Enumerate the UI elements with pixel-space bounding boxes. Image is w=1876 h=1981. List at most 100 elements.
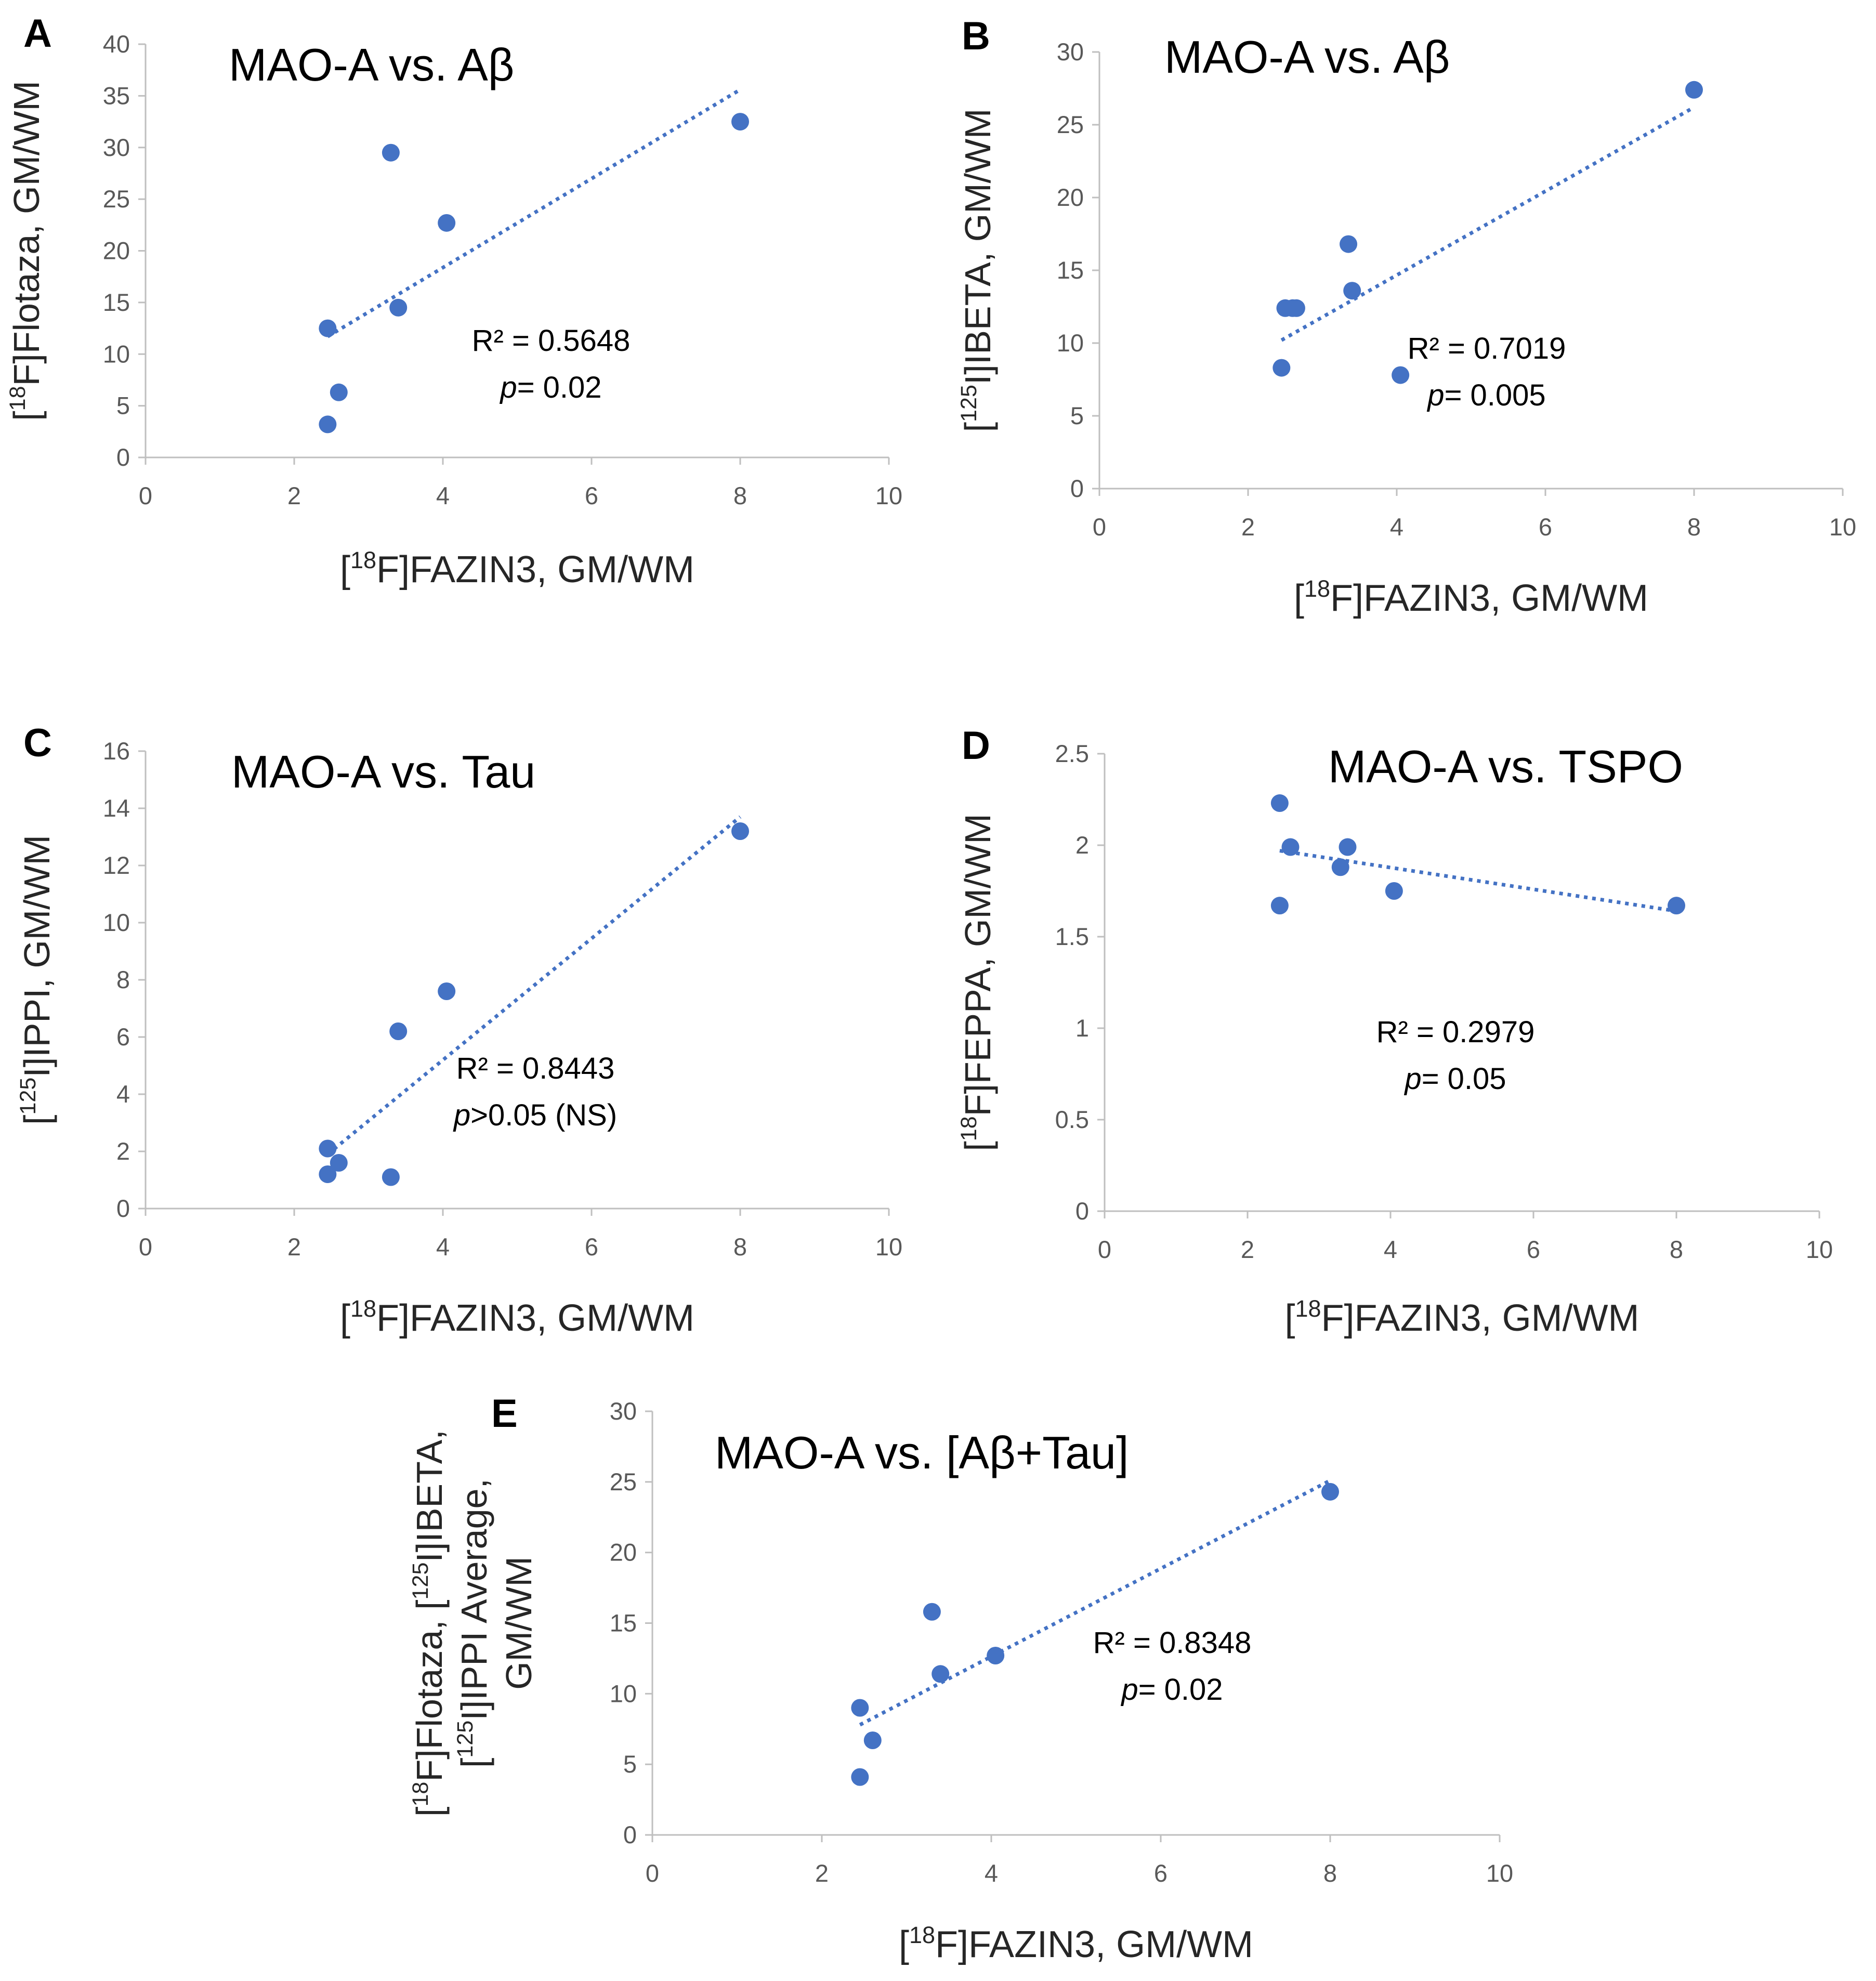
- y-tick-label-e: 5: [623, 1750, 637, 1778]
- y-tick-label-a: 10: [103, 340, 130, 368]
- y-axis-label-a: [18F]Flotaza, GM/WM: [5, 81, 47, 421]
- data-point-a: [330, 383, 348, 401]
- y-tick-label-a: 5: [116, 392, 130, 419]
- y-axis-label-b: [125I]IBETA, GM/WM: [956, 109, 998, 432]
- x-tick-label-a: 10: [875, 482, 902, 509]
- data-point-c: [389, 1022, 408, 1040]
- y-tick-label-c: 16: [103, 737, 130, 765]
- x-tick-label-c: 10: [875, 1233, 902, 1261]
- data-point-d: [1281, 838, 1300, 856]
- panel-label-a: A: [23, 11, 52, 56]
- chart-title-e: MAO-A vs. [Aβ+Tau]: [715, 1427, 1129, 1478]
- y-tick-label-c: 0: [116, 1195, 130, 1222]
- x-tick-label-e: 8: [1323, 1859, 1337, 1887]
- chart-title-b: MAO-A vs. Aβ: [1164, 31, 1450, 83]
- x-tick-label-b: 6: [1539, 513, 1552, 541]
- trendline-b: [1280, 106, 1695, 342]
- p-value-label-e: p= 0.02: [1120, 1673, 1223, 1707]
- data-point-e: [851, 1768, 869, 1786]
- panel-b: 0 5 10 15 20 25 30 0 2 4 6 8 10 B MAO-A vs. Aβ [18F]FAZ…: [956, 14, 1856, 619]
- x-tick-label-e: 2: [815, 1859, 829, 1887]
- panel-label-d: D: [962, 724, 990, 768]
- panel-label-c: C: [23, 721, 52, 765]
- data-point-c: [382, 1168, 400, 1186]
- y-tick-label-d: 0: [1075, 1197, 1089, 1225]
- y-tick-label-c: 2: [116, 1137, 130, 1165]
- panel-c: 0 2 4 6 8 10 12 14 16 0 2 4 6 8 10 C MAO-A vs. Tau [18F]F…: [16, 721, 902, 1339]
- y-tick-label-a: 20: [103, 237, 130, 265]
- x-axis-label-d: [18F]FAZIN3, GM/WM: [1284, 1295, 1639, 1339]
- r-squared-label-a: R² = 0.5648: [472, 324, 631, 358]
- x-tick-label-b: 2: [1241, 513, 1255, 541]
- x-tick-label-b: 4: [1390, 513, 1403, 541]
- data-point-e: [932, 1665, 950, 1683]
- trendline-e: [859, 1479, 1331, 1727]
- x-tick-label-d: 10: [1806, 1236, 1833, 1263]
- panel-e: 0 5 10 15 20 25 30 0 2 4 6 8 10 E MAO-A vs. [Aβ+Tau] [1…: [408, 1392, 1513, 1965]
- p-value-label-a: p= 0.02: [499, 371, 601, 404]
- r-squared-label-e: R² = 0.8348: [1093, 1626, 1252, 1660]
- x-tick-label-a: 0: [139, 482, 152, 509]
- x-tick-label-c: 8: [733, 1233, 747, 1261]
- x-axis-label-b: [18F]FAZIN3, GM/WM: [1294, 575, 1648, 619]
- data-point-d: [1339, 838, 1357, 856]
- p-value-label-c: p>0.05 (NS): [453, 1098, 617, 1132]
- y-tick-label-d: 1: [1075, 1014, 1089, 1042]
- x-tick-label-c: 4: [436, 1233, 450, 1261]
- data-point-a: [389, 298, 408, 317]
- p-value-label-b: p= 0.005: [1426, 378, 1545, 412]
- y-tick-label-e: 15: [610, 1609, 637, 1637]
- y-tick-label-d: 2: [1075, 831, 1089, 859]
- chart-title-d: MAO-A vs. TSPO: [1328, 741, 1683, 792]
- y-tick-label-c: 6: [116, 1023, 130, 1051]
- x-tick-label-a: 2: [287, 482, 301, 509]
- data-point-c: [330, 1154, 348, 1172]
- data-point-d: [1270, 897, 1289, 915]
- y-axis-label-e: [125I]IPPI Average,: [453, 1478, 494, 1768]
- chart-title-c: MAO-A vs. Tau: [231, 746, 535, 797]
- data-point-c: [438, 982, 456, 1000]
- panel-a: 0 5 10 15 20 25 30 35 40 0 2 4 6 8 10 A MAO-A vs. Aβ [18F…: [5, 11, 902, 591]
- y-axis-label-c: [125I]IPPI, GM/WM: [16, 835, 57, 1125]
- y-tick-label-c: 12: [103, 851, 130, 879]
- y-tick-label-b: 30: [1057, 38, 1084, 65]
- y-tick-label-e: 25: [610, 1468, 637, 1495]
- data-point-a: [319, 319, 337, 337]
- data-point-b: [1287, 299, 1305, 317]
- x-tick-label-c: 2: [287, 1233, 301, 1261]
- x-tick-label-c: 6: [585, 1233, 598, 1261]
- panel-label-e: E: [491, 1392, 518, 1436]
- y-axis-label-e: [18F]Flotaza, [125I]IBETA,: [408, 1429, 450, 1817]
- x-tick-label-e: 10: [1486, 1859, 1513, 1887]
- x-tick-label-a: 4: [436, 482, 450, 509]
- y-tick-label-a: 0: [116, 443, 130, 471]
- x-tick-label-b: 10: [1829, 513, 1856, 541]
- y-tick-label-e: 10: [610, 1680, 637, 1707]
- y-tick-label-b: 0: [1070, 475, 1084, 502]
- y-tick-label-d: 2.5: [1055, 740, 1089, 767]
- chart-title-a: MAO-A vs. Aβ: [229, 39, 514, 90]
- data-point-c: [319, 1165, 337, 1183]
- x-tick-label-d: 6: [1527, 1236, 1540, 1263]
- y-tick-label-b: 20: [1057, 183, 1084, 211]
- data-point-d: [1385, 882, 1403, 900]
- data-point-d: [1668, 897, 1685, 915]
- x-axis-label-c: [18F]FAZIN3, GM/WM: [340, 1295, 694, 1339]
- r-squared-label-b: R² = 0.7019: [1408, 332, 1566, 365]
- data-point-e: [863, 1731, 882, 1749]
- y-tick-label-b: 10: [1057, 329, 1084, 357]
- x-tick-label-e: 6: [1154, 1859, 1167, 1887]
- p-value-label-d: p= 0.05: [1403, 1062, 1506, 1096]
- x-tick-label-b: 8: [1687, 513, 1701, 541]
- x-tick-label-d: 0: [1098, 1236, 1111, 1263]
- x-axis-label-a: [18F]FAZIN3, GM/WM: [340, 547, 694, 591]
- y-tick-label-c: 14: [103, 794, 130, 822]
- data-point-e: [923, 1603, 941, 1621]
- data-point-b: [1392, 366, 1410, 384]
- y-tick-label-c: 10: [103, 909, 130, 936]
- x-axis-label-e: [18F]FAZIN3, GM/WM: [899, 1922, 1253, 1965]
- y-tick-label-b: 5: [1070, 402, 1084, 429]
- data-point-d: [1331, 858, 1349, 876]
- data-point-b: [1343, 282, 1361, 300]
